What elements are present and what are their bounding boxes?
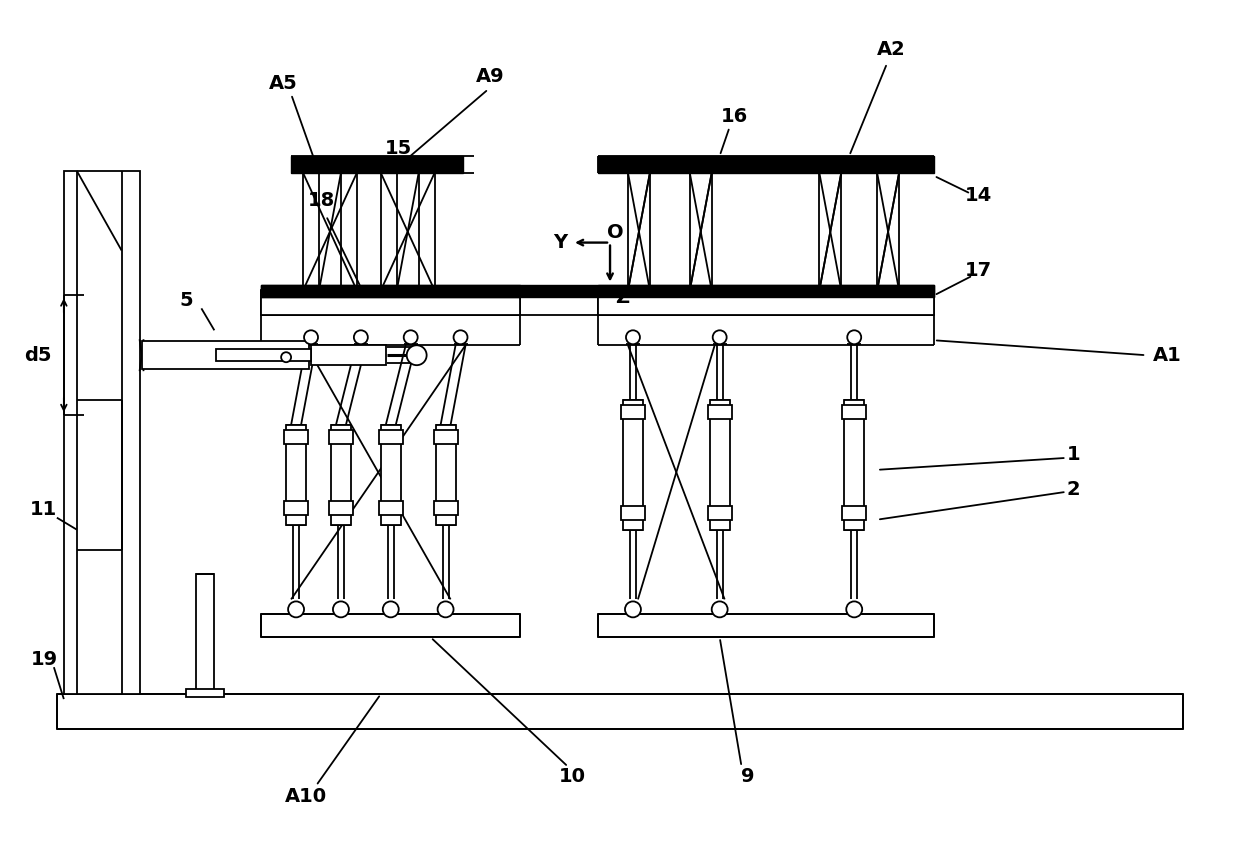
- Bar: [844, 400, 864, 530]
- Text: A2: A2: [877, 40, 905, 59]
- Bar: [284, 430, 308, 444]
- Bar: [262, 285, 934, 298]
- Text: 17: 17: [965, 261, 992, 280]
- Bar: [434, 500, 458, 515]
- Bar: [378, 430, 403, 444]
- Bar: [216, 349, 311, 361]
- Text: d5: d5: [25, 346, 52, 365]
- Text: 14: 14: [965, 186, 992, 205]
- Bar: [842, 405, 867, 419]
- Circle shape: [626, 331, 640, 344]
- Text: O: O: [606, 223, 624, 242]
- Text: 16: 16: [720, 107, 748, 125]
- Text: 11: 11: [30, 500, 57, 519]
- Circle shape: [281, 352, 291, 362]
- Text: 15: 15: [386, 140, 413, 158]
- Circle shape: [846, 601, 862, 617]
- Bar: [435, 425, 455, 525]
- Bar: [284, 500, 308, 515]
- Bar: [434, 430, 458, 444]
- Bar: [186, 689, 224, 697]
- Bar: [329, 430, 353, 444]
- Text: A10: A10: [285, 787, 327, 807]
- Bar: [709, 400, 729, 530]
- Bar: [381, 425, 401, 525]
- Text: 2: 2: [1066, 480, 1080, 500]
- Bar: [598, 285, 934, 298]
- Text: A9: A9: [476, 66, 505, 86]
- Bar: [621, 405, 645, 419]
- Circle shape: [304, 331, 317, 344]
- Text: Z: Z: [615, 288, 629, 307]
- Bar: [141, 341, 309, 369]
- Circle shape: [404, 331, 418, 344]
- Bar: [331, 425, 351, 525]
- Bar: [378, 500, 403, 515]
- Bar: [598, 290, 934, 315]
- Text: A5: A5: [269, 74, 298, 93]
- Bar: [598, 615, 934, 637]
- Text: Y: Y: [553, 233, 567, 252]
- Circle shape: [383, 601, 399, 617]
- Circle shape: [847, 331, 862, 344]
- Bar: [262, 290, 521, 315]
- Bar: [708, 405, 732, 419]
- Bar: [57, 694, 1183, 729]
- Text: 5: 5: [180, 291, 193, 309]
- Bar: [311, 346, 386, 365]
- Text: 9: 9: [740, 767, 754, 786]
- Circle shape: [407, 346, 427, 365]
- Bar: [622, 400, 642, 530]
- Circle shape: [353, 331, 368, 344]
- Bar: [291, 156, 463, 172]
- Text: 19: 19: [30, 650, 57, 669]
- Circle shape: [334, 601, 348, 617]
- Bar: [262, 285, 521, 298]
- Bar: [63, 171, 140, 694]
- Text: A1: A1: [1153, 346, 1182, 365]
- Circle shape: [438, 601, 454, 617]
- Bar: [286, 425, 306, 525]
- Bar: [598, 156, 934, 172]
- Text: 10: 10: [559, 767, 585, 786]
- Circle shape: [288, 601, 304, 617]
- Bar: [196, 574, 215, 694]
- Bar: [708, 505, 732, 520]
- Bar: [262, 615, 521, 637]
- Text: 1: 1: [1066, 446, 1080, 464]
- Circle shape: [713, 331, 727, 344]
- Circle shape: [625, 601, 641, 617]
- Bar: [842, 505, 867, 520]
- Bar: [329, 500, 353, 515]
- Circle shape: [712, 601, 728, 617]
- Bar: [621, 505, 645, 520]
- Text: 18: 18: [308, 191, 335, 210]
- Circle shape: [454, 331, 467, 344]
